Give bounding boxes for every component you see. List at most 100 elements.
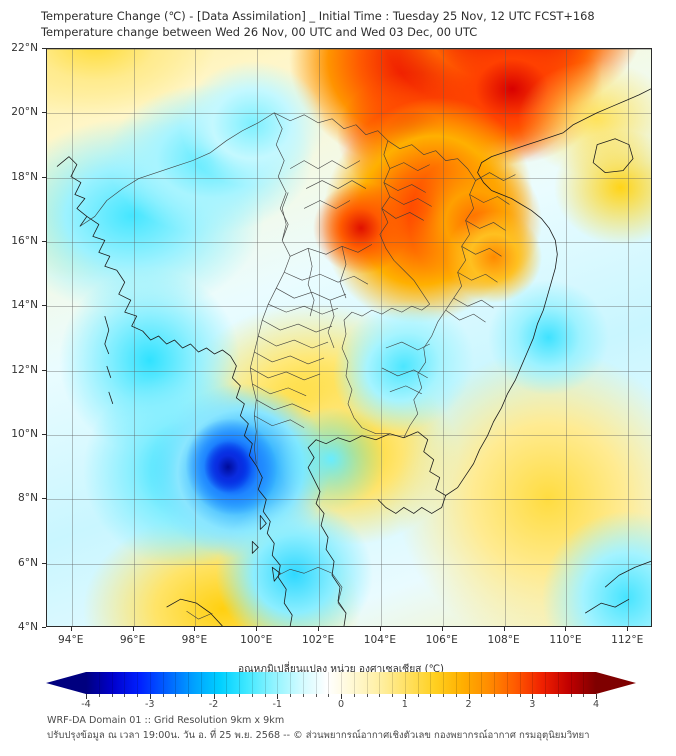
y-axis-label: 18°N <box>11 170 38 183</box>
colorbar-seam <box>264 672 266 694</box>
colorbar-body[interactable] <box>86 672 596 694</box>
x-axis-label: 108°E <box>487 634 520 646</box>
colorbar-tick <box>239 694 240 697</box>
colorbar-seam <box>315 672 317 694</box>
page-title: Temperature Change (℃) - [Data Assimilat… <box>41 8 661 40</box>
x-axis-label: 102°E <box>301 634 335 646</box>
colorbar-label: 2 <box>465 699 472 710</box>
colorbar-seam <box>570 672 572 694</box>
colorbar-seam <box>277 672 279 694</box>
colorbar-tick <box>277 694 279 699</box>
x-axis-label: 104°E <box>363 634 397 646</box>
colorbar-tick <box>404 694 406 699</box>
x-axis-label: 96°E <box>119 634 146 646</box>
graticule-meridian <box>442 49 444 626</box>
y-axis-label: 20°N <box>11 106 38 119</box>
colorbar-seam <box>519 672 521 694</box>
x-axis-tick <box>318 627 320 631</box>
x-axis-label: 94°E <box>57 634 84 646</box>
colorbar-seam <box>137 672 138 694</box>
colorbar-seam <box>175 672 177 694</box>
colorbar-label: -1 <box>272 699 283 710</box>
y-axis-tick <box>42 48 46 49</box>
colorbar-seam <box>392 672 393 694</box>
colorbar-seam <box>494 672 495 694</box>
graticule-meridian <box>380 49 382 626</box>
graticule-meridian <box>319 49 321 626</box>
temperature-anomaly-field <box>47 49 651 626</box>
graticule-meridian <box>133 49 135 626</box>
x-axis-tick <box>132 627 134 631</box>
colorbar-tick <box>506 694 508 697</box>
colorbar-tick <box>379 694 381 697</box>
colorbar-seam <box>557 672 559 694</box>
cool-blob-hainan-gap <box>554 129 651 246</box>
colorbar-seam <box>328 672 330 694</box>
cool-blob-north-thailand <box>179 60 325 188</box>
graticule-meridian <box>566 49 568 626</box>
colorbar-tick <box>583 694 585 697</box>
colorbar-seam <box>506 672 508 694</box>
graticule-parallel <box>47 435 651 436</box>
colorbar-tick <box>149 694 151 699</box>
colorbar-seam <box>545 672 546 694</box>
colorbar-tick <box>251 694 253 697</box>
graticule-parallel <box>47 113 651 115</box>
x-axis-tick <box>441 627 443 631</box>
colorbar-seam <box>353 672 355 694</box>
graticule-parallel <box>47 177 651 179</box>
graticule-meridian <box>195 49 197 626</box>
x-axis-tick <box>70 627 72 631</box>
colorbar-seam <box>213 672 215 694</box>
cold-blob-peninsula-inner <box>204 441 253 494</box>
y-axis-label: 16°N <box>11 235 38 247</box>
cold-blob-south-tail <box>216 499 374 626</box>
y-axis-label: 14°N <box>11 299 38 312</box>
y-axis-tick <box>42 369 46 371</box>
x-axis-tick <box>565 627 567 631</box>
colorbar-seam <box>188 672 189 694</box>
graticule-parallel <box>47 306 651 308</box>
colorbar-tick <box>162 694 164 697</box>
colorbar-seam <box>583 672 585 694</box>
x-axis-label: 112°E <box>611 634 644 646</box>
colorbar-tick <box>519 694 521 697</box>
x-axis-tick <box>256 627 258 631</box>
colorbar-label: 1 <box>401 699 408 710</box>
colorbar-discrete-seams <box>86 672 596 694</box>
colorbar-seam <box>379 672 381 694</box>
colorbar-tick <box>417 694 419 697</box>
colorbar-tick <box>328 694 330 697</box>
colorbar-tick <box>137 694 138 697</box>
colorbar-tick <box>468 694 470 699</box>
warm-blob-laos-core <box>312 181 410 275</box>
colorbar-seam <box>302 672 304 694</box>
colorbar-tick <box>226 694 228 697</box>
colorbar[interactable]: -4 -3 -2 -1 0 1 2 3 4 <box>46 672 636 710</box>
x-axis-tick <box>194 627 196 631</box>
map-plot-area[interactable] <box>46 48 652 627</box>
cool-blob-gulf-thailand <box>276 406 386 511</box>
colorbar-label: 3 <box>529 699 536 710</box>
x-axis-tick <box>379 627 381 631</box>
colorbar-seam <box>111 672 113 694</box>
colorbar-seam <box>239 672 240 694</box>
colorbar-label: -4 <box>81 699 91 710</box>
colorbar-seam <box>290 672 291 694</box>
colorbar-seam <box>341 672 342 694</box>
graticule-meridian <box>504 49 506 626</box>
footer-model-info: WRF-DA Domain 01 :: Grid Resolution 9km … <box>47 715 285 726</box>
colorbar-label: 4 <box>592 699 600 710</box>
cool-blob-south-china-sea <box>487 279 609 396</box>
x-axis-label: 100°E <box>240 634 273 646</box>
colorbar-seam <box>532 672 534 694</box>
colorbar-seam <box>481 672 483 694</box>
colorbar-tick <box>366 694 368 697</box>
colorbar-tick <box>302 694 304 697</box>
colorbar-tick <box>557 694 559 697</box>
y-axis-label: 10°N <box>11 428 38 440</box>
footer-credit: ปรับปรุงข้อมูล ณ เวลา 19:00น. วัน อ. ที่… <box>47 730 590 741</box>
x-axis-tick <box>627 627 629 631</box>
colorbar-max-extend-cap <box>596 672 636 694</box>
colorbar-tick <box>455 694 457 697</box>
